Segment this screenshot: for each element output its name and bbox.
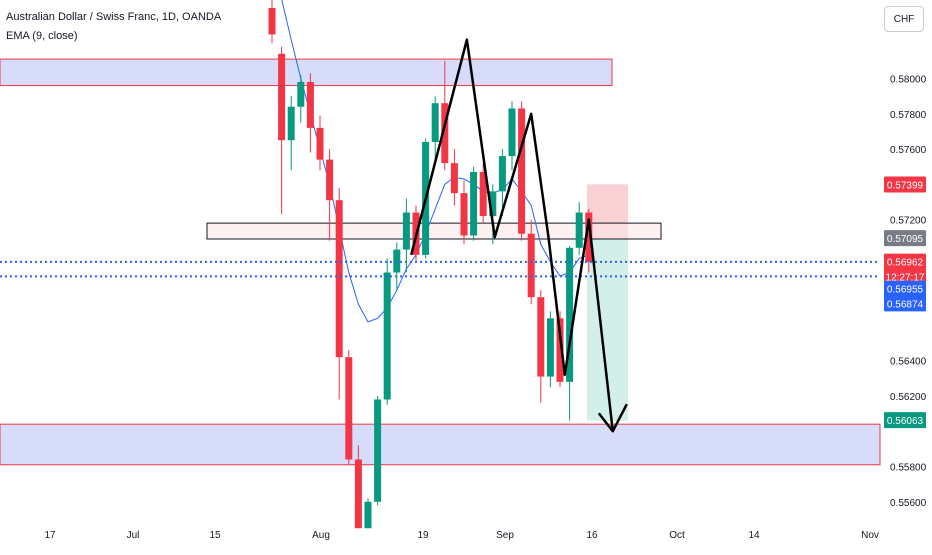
supply-demand-zone[interactable] xyxy=(0,58,613,87)
currency-selector[interactable]: CHF xyxy=(884,6,924,32)
x-tick-label: Jul xyxy=(127,530,140,541)
x-tick-label: 14 xyxy=(748,530,760,541)
candle-body[interactable] xyxy=(287,106,295,141)
candle-body[interactable] xyxy=(498,156,506,192)
x-tick-label: Nov xyxy=(861,530,879,541)
candle-body[interactable] xyxy=(402,212,410,250)
candle-body[interactable] xyxy=(518,108,526,234)
candle-body[interactable] xyxy=(297,82,305,107)
candle-body[interactable] xyxy=(383,272,391,400)
price-tag-label: 0.56962 xyxy=(887,258,924,269)
candle-body[interactable] xyxy=(364,501,372,529)
candle-body[interactable] xyxy=(527,233,535,298)
price-tag-label: 0.56955 xyxy=(887,285,924,296)
price-tag xyxy=(884,280,926,297)
candle-body[interactable] xyxy=(326,159,334,201)
candle-body[interactable] xyxy=(306,82,314,128)
x-tick-label: Sep xyxy=(496,530,514,541)
y-tick-label: 0.57200 xyxy=(890,216,927,227)
candle-body[interactable] xyxy=(585,212,593,262)
x-tick-label: 17 xyxy=(44,530,56,541)
supply-demand-zone[interactable] xyxy=(0,423,881,466)
price-tag xyxy=(884,412,926,429)
candle-body[interactable] xyxy=(460,193,468,236)
indicator-label[interactable]: EMA (9, close) xyxy=(6,30,78,42)
x-tick-label: 19 xyxy=(417,530,429,541)
price-tag xyxy=(884,176,926,193)
pattern-path[interactable] xyxy=(409,38,615,432)
candle-body[interactable] xyxy=(479,171,487,217)
candle-body[interactable] xyxy=(508,108,516,157)
candle-body[interactable] xyxy=(345,357,353,460)
candle-body[interactable] xyxy=(566,247,574,382)
arrow-head xyxy=(597,403,628,433)
candle-body[interactable] xyxy=(575,212,583,248)
candle-body[interactable] xyxy=(537,297,545,377)
y-tick-label: 0.58000 xyxy=(890,74,927,85)
candle-body[interactable] xyxy=(556,318,564,382)
price-tag xyxy=(884,253,926,270)
price-tag-label: 12:27:17 xyxy=(886,272,925,283)
candle-body[interactable] xyxy=(335,200,343,358)
x-tick-label: 15 xyxy=(209,530,221,541)
resistance-box[interactable] xyxy=(206,222,662,240)
price-tag-label: 0.56063 xyxy=(887,416,924,427)
candle-body[interactable] xyxy=(546,318,554,377)
price-tag-label: 0.57399 xyxy=(887,180,924,191)
candle-body[interactable] xyxy=(354,459,362,529)
candle-body[interactable] xyxy=(278,53,286,141)
candle-body[interactable] xyxy=(470,171,478,236)
candle-body[interactable] xyxy=(441,103,449,164)
x-tick-label: Aug xyxy=(312,530,330,541)
ema-line xyxy=(281,0,589,323)
candle-body[interactable] xyxy=(489,191,497,217)
y-tick-label: 0.57800 xyxy=(890,110,927,121)
price-tag xyxy=(884,230,926,247)
y-tick-label: 0.55600 xyxy=(890,498,927,509)
candle-body[interactable] xyxy=(374,399,382,502)
y-tick-label: 0.55800 xyxy=(890,463,927,474)
y-tick-label: 0.57600 xyxy=(890,145,927,156)
y-tick-label: 0.56200 xyxy=(890,392,927,403)
candle-body[interactable] xyxy=(431,103,439,142)
price-tag xyxy=(884,295,926,312)
price-tag-label: 0.56874 xyxy=(887,299,924,310)
candle-body[interactable] xyxy=(268,7,276,35)
candle-body[interactable] xyxy=(316,127,324,160)
chart-title: Australian Dollar / Swiss Franc, 1D, OAN… xyxy=(6,11,222,23)
price-tag-label: 0.57095 xyxy=(887,234,924,245)
x-tick-label: Oct xyxy=(669,530,685,541)
price-tag xyxy=(884,268,926,285)
candle-body[interactable] xyxy=(450,163,458,194)
y-tick-label: 0.56400 xyxy=(890,357,927,368)
x-tick-label: 16 xyxy=(586,530,598,541)
